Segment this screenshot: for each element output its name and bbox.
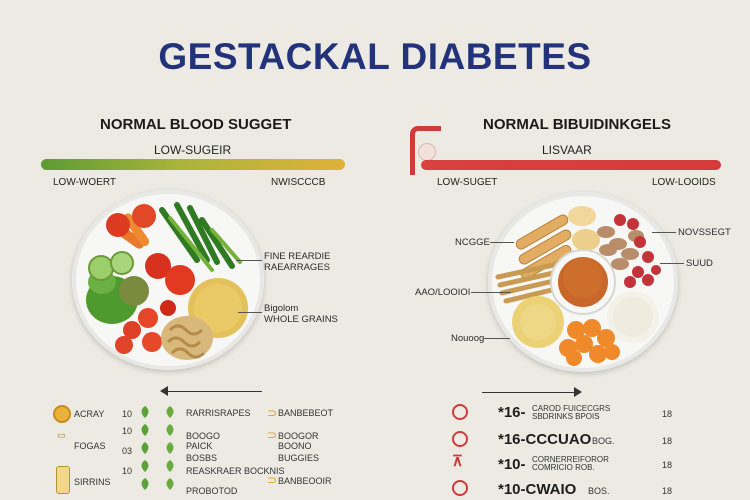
left-list-c4-4: BANBEOOIR — [278, 476, 332, 486]
right-arrow-line — [482, 392, 574, 393]
left-arrow-line — [166, 391, 262, 392]
left-list-c1-1: FOGAS — [74, 441, 106, 451]
orange-icon — [53, 405, 71, 423]
leaf-icon-2 — [166, 406, 174, 490]
leaf-icons-column — [137, 404, 153, 494]
left-list-c4-3: BUGGIES — [278, 453, 320, 463]
leaf-icon — [141, 406, 149, 490]
right-ann-l2-line — [471, 292, 511, 293]
left-list-c3-2: PAICK — [186, 441, 213, 451]
left-ann-1-line-b: RAEARRAGES — [264, 262, 330, 273]
right-row-0-sub: CAROD FUICECGRS SBDRINKS BPOIS — [532, 404, 611, 421]
left-ann-1: FINE REARDIE RAEARRAGES — [264, 251, 331, 273]
right-row-1-sub: BOG. — [592, 436, 615, 446]
left-list-num-3: 10 — [122, 466, 133, 476]
no-drink-icon — [452, 431, 468, 447]
right-ann-l1: NCGGE — [455, 237, 490, 248]
left-ann-line-1 — [236, 260, 262, 261]
left-list-c3-4: REASKRAER BOCKNIS — [186, 466, 285, 476]
left-list-c4-mark-1: ⊃ — [267, 428, 278, 442]
no-food-icon — [452, 480, 468, 496]
left-list-c1-2: SIRRINS — [74, 477, 111, 487]
right-row-0-num: 18 — [662, 409, 673, 419]
leaf-icons-column-2 — [162, 404, 178, 494]
left-ann-1-line-a: FINE REARDIE — [264, 251, 331, 262]
right-flag-marker — [410, 126, 441, 175]
right-ann-l1-line — [490, 242, 514, 243]
right-flag-dot — [418, 143, 436, 161]
left-list-c4-2: BOONO — [278, 441, 312, 451]
carb-plate-food — [495, 206, 661, 366]
left-scale-high: NWISCCCB — [271, 177, 326, 188]
left-list-num-0: 10 — [122, 409, 133, 419]
left-list-num-a: ▭ — [57, 430, 66, 440]
right-row-0-big: *16- — [498, 404, 526, 421]
bottle-icon — [56, 466, 70, 494]
left-list-c3-1: BOOGO — [186, 431, 221, 441]
left-list-c4-0: BANBEBEOT — [278, 408, 334, 418]
right-arrow-icon — [574, 387, 582, 397]
left-bar-label: LOW-SUGEIR — [154, 143, 232, 157]
right-row-2-sub: CORNERREIFOROR COMRICIO ROB. — [532, 455, 609, 472]
right-bar-label: LISVAAR — [542, 143, 592, 157]
no-sugar-icon — [452, 404, 468, 420]
right-ann-r1: NOVSSEGT — [678, 227, 731, 238]
left-list-c4-mark-2: ⊃ — [267, 473, 278, 487]
left-ann-2-line-b: WHOLE GRAINS — [264, 314, 338, 325]
right-row-2-num: 18 — [662, 460, 673, 470]
left-list-num-1: 10 — [122, 426, 133, 436]
healthy-plate-food — [86, 202, 248, 360]
right-ann-r2: SUUD — [686, 258, 713, 269]
left-heading: NORMAL BLOOD SUGGET — [100, 116, 292, 133]
right-row-3-num: 18 — [662, 486, 673, 496]
right-row-1-num: 18 — [662, 436, 673, 446]
left-ann-2: Bigolom WHOLE GRAINS — [264, 303, 338, 325]
left-ann-2-line-a: Bigolom — [264, 303, 299, 314]
right-scale-high: LOW-LOOIDS — [652, 177, 716, 188]
right-row-1-big: *16-CCCUAO — [498, 431, 592, 448]
left-list-c3-5: PROBOTOD — [186, 486, 238, 496]
right-scale-low: LOW-SUGET — [437, 177, 498, 188]
right-ann-l3: Nouoog — [451, 333, 485, 344]
left-list-c3-3: BOSBS — [186, 453, 218, 463]
right-heading: NORMAL BIBUIDINKGELS — [483, 116, 672, 133]
right-ann-l3-line — [484, 338, 510, 339]
no-sign-icon: ⊼ — [452, 453, 463, 470]
right-sugar-bar — [421, 160, 721, 170]
carb-plate — [488, 192, 678, 372]
left-list-c4-1: BOOGOR — [278, 431, 319, 441]
left-scale-low: LOW-WOERT — [53, 177, 116, 188]
right-row-3-sub: BOS. — [588, 486, 610, 496]
page-title: GESTACKAL DIABETES — [158, 36, 592, 77]
right-row-2-big: *10- — [498, 456, 526, 473]
left-list-c1-0: ACRAY — [74, 409, 105, 419]
right-ann-r2-line — [660, 263, 684, 264]
healthy-plate — [72, 190, 264, 370]
left-ann-line-2 — [238, 312, 262, 313]
right-ann-r1-line — [652, 232, 676, 233]
left-list-c4-mark-0: ⊃ — [267, 406, 278, 420]
left-sugar-bar — [41, 159, 345, 170]
right-row-3-big: *10-CWAIO — [498, 481, 577, 498]
left-arrow-icon — [160, 386, 168, 396]
left-list-c3-0: RARRISRAPES — [186, 408, 251, 418]
right-ann-l2: AAO/LOOIOI — [415, 287, 471, 298]
left-list-num-2: 03 — [122, 446, 133, 456]
